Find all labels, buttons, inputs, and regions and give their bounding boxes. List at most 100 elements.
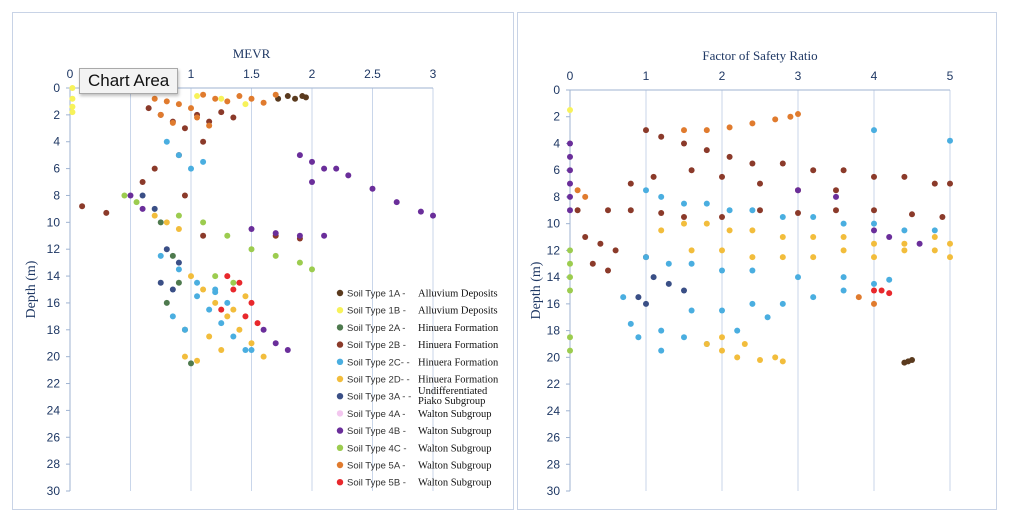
y-tick-label: 20 xyxy=(547,350,561,364)
data-point xyxy=(719,247,725,254)
y-tick-label: 10 xyxy=(47,215,61,229)
data-point xyxy=(248,340,255,347)
data-point xyxy=(567,287,573,294)
data-point xyxy=(643,300,649,307)
y-tick-label: 20 xyxy=(47,350,61,364)
data-point xyxy=(157,279,164,286)
data-point xyxy=(567,334,573,341)
y-tick-label: 2 xyxy=(553,110,560,124)
data-point xyxy=(230,286,237,293)
data-point xyxy=(292,95,299,102)
data-point xyxy=(749,160,756,167)
data-point xyxy=(194,114,201,121)
data-point xyxy=(719,334,725,341)
y-tick-label: 8 xyxy=(53,188,60,202)
data-point xyxy=(574,207,581,214)
data-point xyxy=(194,293,201,300)
legend-marker xyxy=(336,444,344,451)
data-point xyxy=(567,167,573,174)
data-point xyxy=(871,280,877,287)
data-point xyxy=(947,180,953,187)
data-point xyxy=(284,346,291,353)
legend-desc: Undifferentiated xyxy=(418,386,488,397)
data-point xyxy=(218,346,225,353)
data-point xyxy=(597,240,604,247)
data-point xyxy=(321,165,328,172)
y-tick-label: 24 xyxy=(47,403,61,417)
data-point xyxy=(139,179,146,186)
data-point xyxy=(871,254,877,261)
data-point xyxy=(567,347,573,354)
data-point xyxy=(779,213,786,220)
data-point xyxy=(157,219,164,226)
data-point xyxy=(169,313,176,320)
data-point xyxy=(175,152,182,159)
data-point xyxy=(749,120,756,127)
data-point xyxy=(151,212,158,219)
data-point xyxy=(681,220,687,227)
data-point xyxy=(901,173,908,180)
data-point xyxy=(627,180,634,187)
data-point xyxy=(901,247,908,254)
x-tick-label: 1.5 xyxy=(243,67,260,81)
x-tick-label: 1 xyxy=(188,67,195,81)
data-point xyxy=(212,95,219,102)
data-point xyxy=(840,287,847,294)
data-point xyxy=(103,209,110,216)
legend-label: Soil Type 2B - xyxy=(347,340,406,351)
data-point xyxy=(681,200,687,207)
data-point xyxy=(69,109,76,116)
data-point xyxy=(772,354,779,361)
data-point xyxy=(734,354,741,361)
mevr-chart-panel[interactable]: MEVR00.511.522.5302468101214161820222426… xyxy=(12,12,514,510)
x-tick-label: 0 xyxy=(67,67,74,81)
y-tick-label: 18 xyxy=(547,324,561,338)
data-point xyxy=(272,230,279,237)
data-point xyxy=(810,254,817,261)
data-point xyxy=(757,207,763,214)
data-point xyxy=(931,234,938,241)
chart-title: MEVR xyxy=(233,46,271,61)
data-point xyxy=(688,307,695,314)
x-tick-label: 1 xyxy=(643,69,650,83)
data-point xyxy=(627,207,634,214)
y-tick-label: 6 xyxy=(553,163,560,177)
y-tick-label: 16 xyxy=(547,297,561,311)
data-point xyxy=(181,192,188,199)
data-point xyxy=(242,313,249,320)
legend-desc: Piako Subgroup xyxy=(418,396,485,407)
factor-of-safety-chart-panel[interactable]: Factor of Safety Ratio 0 1 2 3 4 5 0 2 4 6 8 10 12 14 1… xyxy=(517,12,997,510)
y-tick-label: 18 xyxy=(47,323,61,337)
data-point xyxy=(871,220,877,227)
data-point xyxy=(855,294,862,301)
legend-desc: Hinuera Formation xyxy=(418,323,499,334)
y-axis-label: Depth (m) xyxy=(529,261,544,319)
data-point xyxy=(749,254,756,261)
data-point xyxy=(206,333,213,340)
legend-desc: Walton Subgroup xyxy=(418,426,492,437)
data-point xyxy=(840,167,847,174)
x-tick-label: 3 xyxy=(430,67,437,81)
data-point xyxy=(169,286,176,293)
data-point xyxy=(681,127,687,134)
y-tick-label: 12 xyxy=(47,242,61,256)
data-point xyxy=(430,212,436,219)
y-tick-label: 14 xyxy=(47,269,61,283)
legend-marker xyxy=(336,341,344,348)
data-point xyxy=(688,260,695,267)
data-point xyxy=(779,358,786,365)
data-point xyxy=(719,307,725,314)
legend-label: Soil Type 4B - xyxy=(347,426,406,437)
x-tick-label: 5 xyxy=(947,69,954,83)
data-point xyxy=(681,140,687,147)
data-point xyxy=(840,274,847,281)
data-point xyxy=(719,173,725,180)
data-point xyxy=(627,320,634,327)
y-tick-label: 22 xyxy=(47,377,61,391)
data-point xyxy=(681,213,687,220)
data-point xyxy=(200,158,207,165)
data-point xyxy=(296,259,303,266)
data-point xyxy=(242,346,249,353)
data-point xyxy=(947,254,953,261)
x-tick-label: 0 xyxy=(567,69,574,83)
